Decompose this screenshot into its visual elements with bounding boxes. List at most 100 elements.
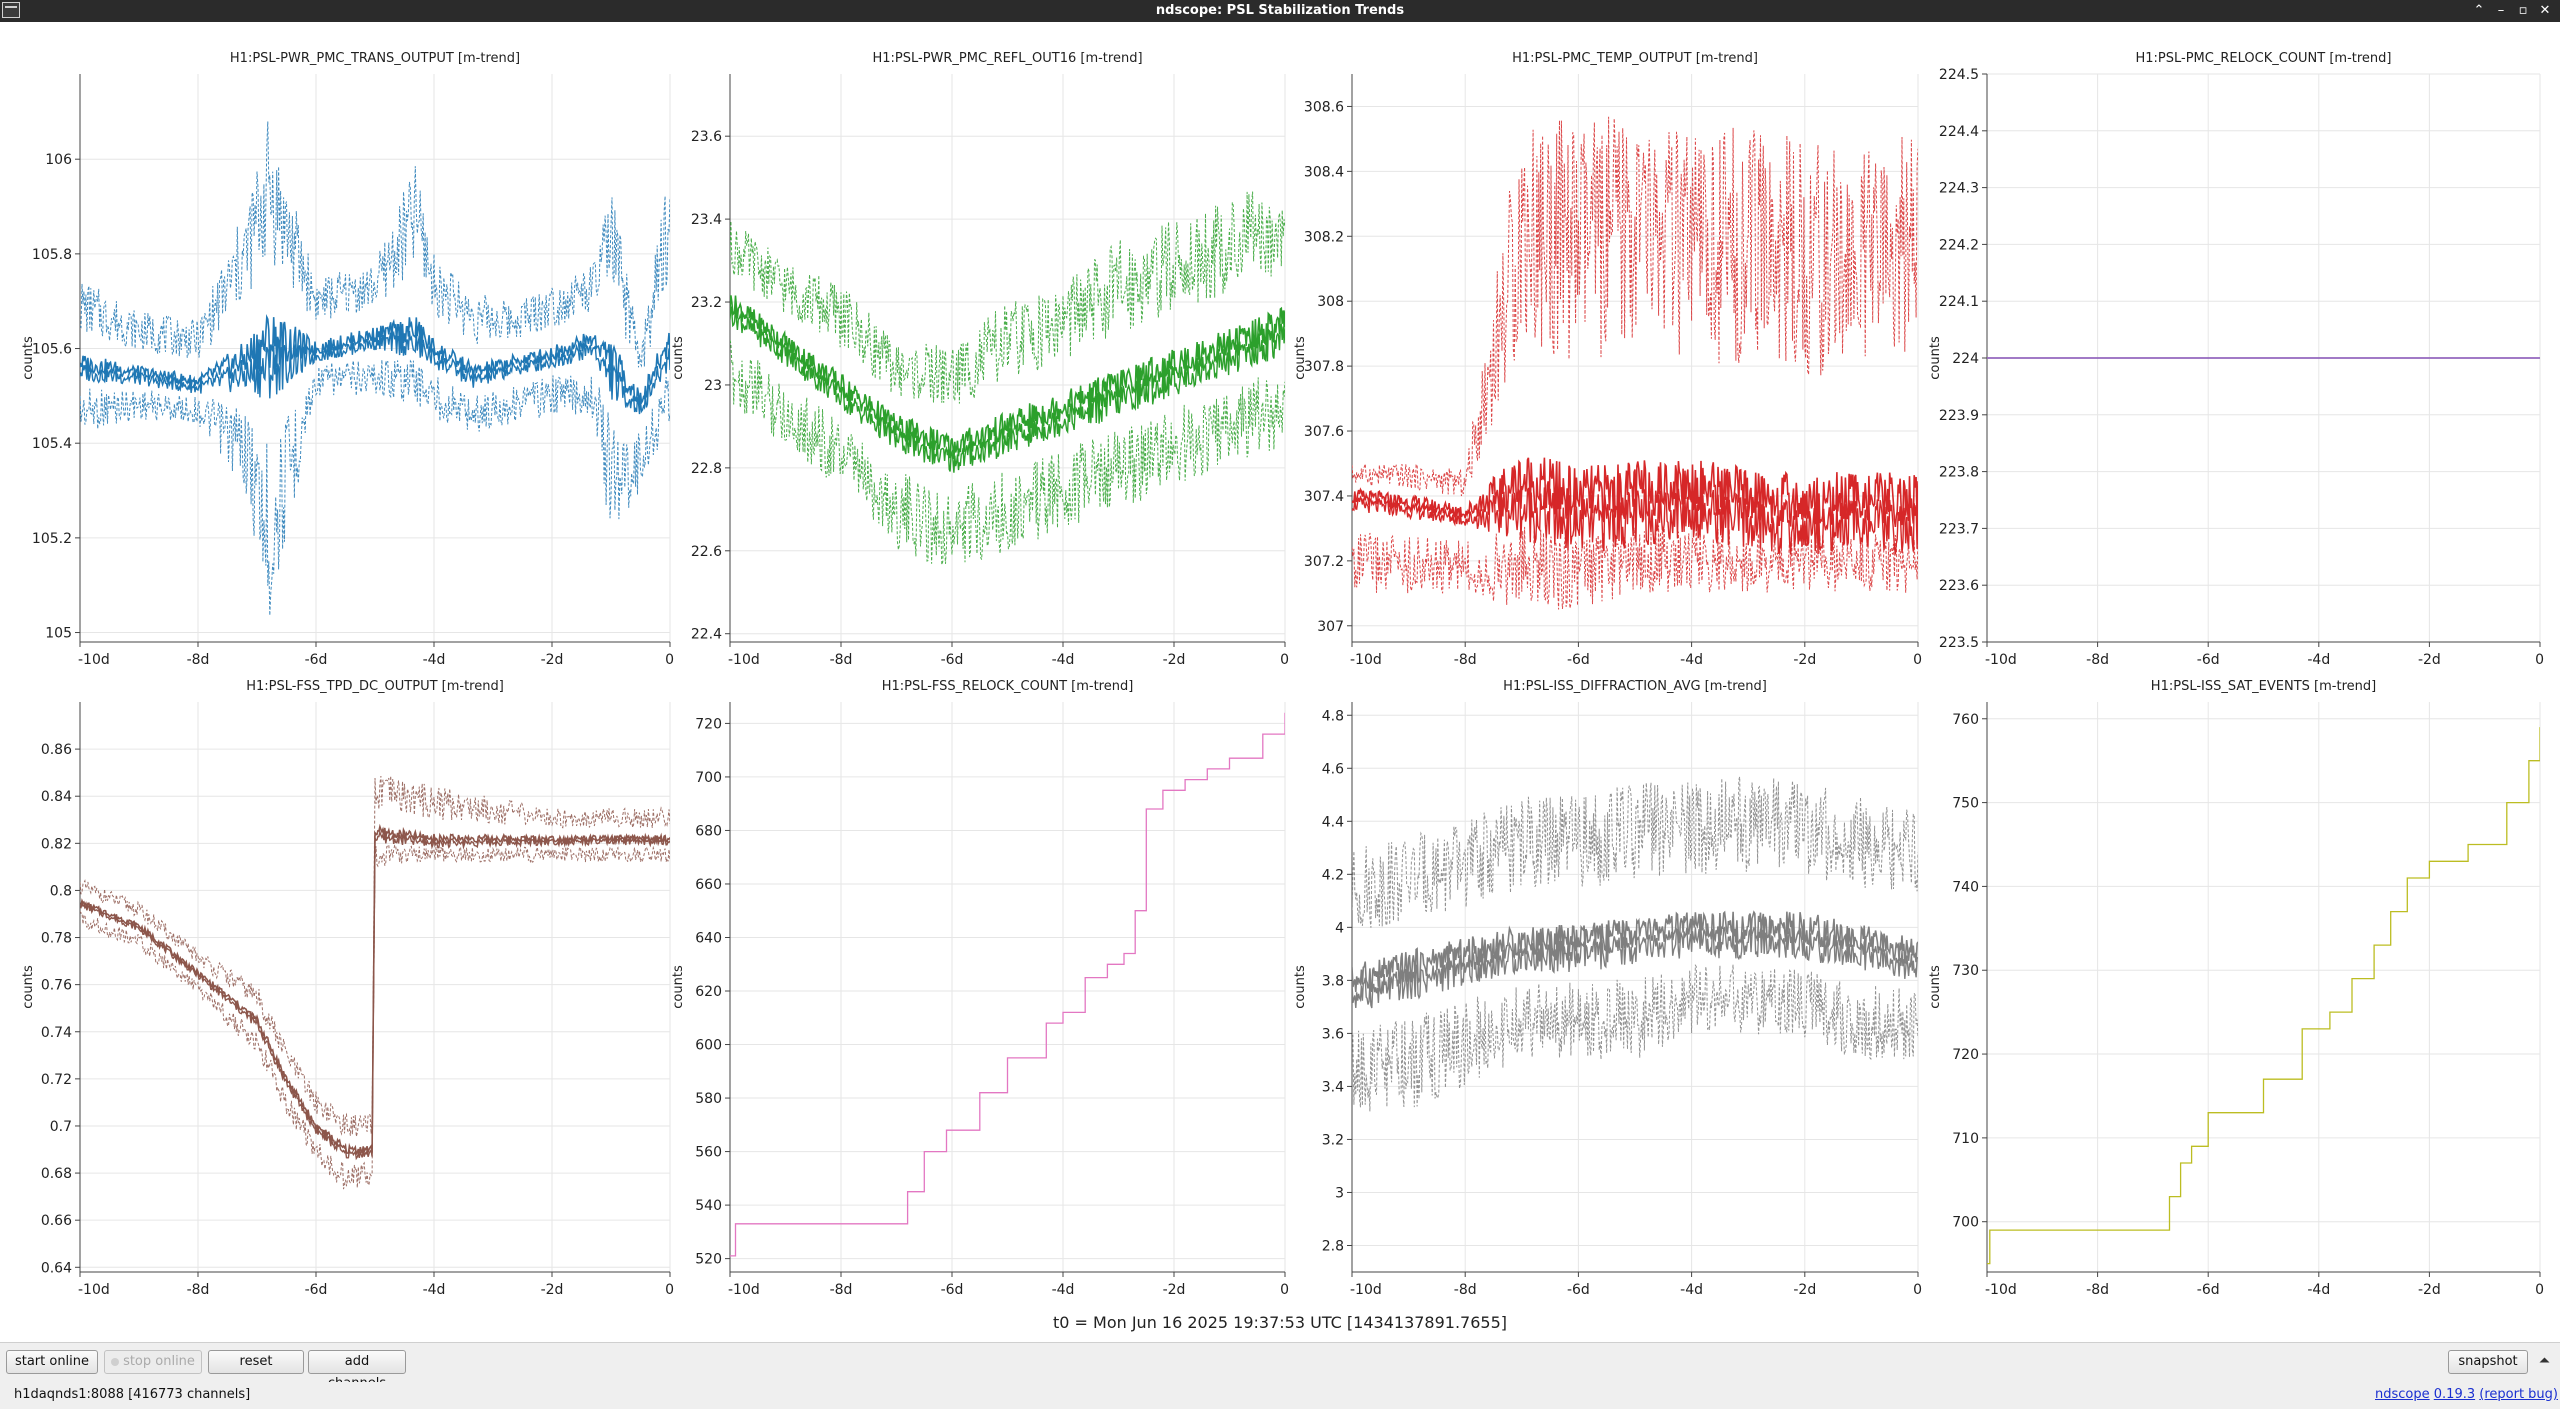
y-tick-label: 520 [695,1252,722,1268]
x-tick-label: -8d [2086,1282,2109,1298]
series-min-line [1352,524,1918,610]
y-tick-label: 105.6 [32,342,72,358]
plot-title: H1:PSL-PWR_PMC_REFL_OUT16 [m-trend] [872,51,1142,66]
y-axis-label: counts [21,965,36,1009]
y-tick-label: 0.72 [41,1072,72,1088]
series-mean-line [80,313,670,406]
y-tick-label: 710 [1952,1131,1979,1147]
x-tick-label: -4d [1680,652,1703,668]
plot-data [730,712,1285,1257]
y-tick-label: 22.6 [691,544,722,560]
x-tick-label: 0 [665,652,674,668]
keep-above-button[interactable]: ⌃ [2473,3,2485,18]
x-tick-label: 0 [1913,1282,1922,1298]
series-min-line [730,339,1285,565]
maximize-button[interactable]: ▫ [2518,3,2528,18]
stop-indicator-icon [111,1357,120,1366]
y-tick-label: 224.4 [1939,124,1979,140]
x-tick-label: -4d [423,652,446,668]
series-step-line [1987,727,2540,1265]
version-link[interactable]: 0.19.3 [2433,1387,2476,1402]
plot-panel-7[interactable]: H1:PSL-ISS_DIFFRACTION_AVG [m-trend] coun… [1293,679,1922,1298]
plot-panel-3[interactable]: H1:PSL-PMC_TEMP_OUTPUT [m-trend]counts30… [1293,51,1922,668]
plot-title: H1:PSL-FSS_TPD_DC_OUTPUT [m-trend] [246,679,504,694]
x-tick-label: -2d [541,1282,564,1298]
plot-data [730,191,1285,565]
plots-canvas[interactable]: H1:PSL-PWR_PMC_TRANS_OUTPUT [m-trend] cou… [0,22,2560,1312]
y-tick-label: 224.5 [1939,67,1979,83]
plot-panel-6[interactable]: H1:PSL-FSS_RELOCK_COUNT [m-trend] counts 5… [671,679,1289,1298]
y-tick-label: 640 [695,930,722,946]
y-tick-label: 307.4 [1304,489,1344,505]
expand-arrow-icon[interactable]: ⏶ [2538,1353,2550,1369]
y-tick-label: 23 [704,378,722,394]
y-tick-label: 224.1 [1939,294,1979,310]
add-channels-button[interactable]: add channels [308,1350,406,1391]
version-info: ndscope 0.19.3 (report bug) [2375,1387,2558,1402]
y-axis-label: counts [671,965,686,1009]
ndscope-link[interactable]: ndscope [2375,1387,2430,1402]
y-tick-label: 23.2 [691,295,722,311]
y-tick-label: 308 [1317,294,1344,310]
plot-panel-2[interactable]: H1:PSL-PWR_PMC_REFL_OUT16 [m-trend] count… [671,51,1289,668]
y-tick-label: 0.7 [50,1119,72,1135]
plot-panel-4[interactable]: H1:PSL-PMC_RELOCK_COUNT [m-trend] counts 2… [1928,51,2544,668]
plot-data [80,775,670,1190]
plot-panel-5[interactable]: H1:PSL-FSS_TPD_DC_OUTPUT [m-trend] counts… [21,679,674,1298]
plot-title: H1:PSL-ISS_SAT_EVENTS [m-trend] [2151,679,2376,694]
series-max-line [1352,116,1918,497]
x-tick-label: -4d [1680,1282,1703,1298]
x-tick-label: -10d [1985,652,2017,668]
y-tick-label: 23.4 [691,212,722,228]
start-online-button[interactable]: start online [6,1350,98,1374]
y-tick-label: 730 [1952,963,1979,979]
y-tick-label: 760 [1952,712,1979,728]
plot-title: H1:PSL-PWR_PMC_TRANS_OUTPUT [m-trend] [230,51,520,66]
x-tick-label: -2d [2418,1282,2441,1298]
x-tick-label: -4d [423,1282,446,1298]
plot-panel-8[interactable]: H1:PSL-ISS_SAT_EVENTS [m-trend] counts 700… [1928,679,2544,1298]
stop-online-label: stop online [123,1354,195,1369]
series-min-line [80,359,670,616]
x-tick-label: -4d [1052,1282,1075,1298]
x-tick-label: 0 [2535,652,2544,668]
y-tick-label: 223.9 [1939,408,1979,424]
x-tick-label: -10d [1350,1282,1382,1298]
y-tick-label: 307.6 [1304,424,1344,440]
y-tick-label: 3.4 [1322,1079,1344,1095]
app-menu-icon[interactable] [2,2,20,18]
close-button[interactable]: ✕ [2539,3,2551,18]
plot-panel-1[interactable]: H1:PSL-PWR_PMC_TRANS_OUTPUT [m-trend] cou… [21,51,674,668]
y-tick-label: 22.8 [691,461,722,477]
reset-button[interactable]: reset [208,1350,304,1374]
series-step-line [730,712,1285,1257]
y-tick-label: 308.6 [1304,99,1344,115]
y-tick-label: 660 [695,877,722,893]
x-tick-label: -8d [830,1282,853,1298]
plot-grid: H1:PSL-PWR_PMC_TRANS_OUTPUT [m-trend] cou… [0,22,2560,1342]
y-tick-label: 3.6 [1322,1026,1344,1042]
y-tick-label: 224.3 [1939,181,1979,197]
series-max-line [1352,776,1918,928]
x-tick-label: -4d [2307,652,2330,668]
y-axis-label: counts [671,336,686,380]
series-max-line [80,121,670,368]
y-tick-label: 105.2 [32,531,72,547]
y-axis-label: counts [21,336,36,380]
y-tick-label: 105.4 [32,436,72,452]
y-tick-label: 0.78 [41,931,72,947]
y-tick-label: 0.74 [41,1025,72,1041]
x-tick-label: -10d [728,652,760,668]
minimize-button[interactable]: – [2497,3,2505,18]
x-tick-label: -10d [1985,1282,2017,1298]
y-tick-label: 540 [695,1198,722,1214]
plot-title: H1:PSL-PMC_TEMP_OUTPUT [m-trend] [1512,51,1758,66]
series-mean-line [1352,457,1918,528]
series-max-line [730,191,1285,404]
report-bug-link[interactable]: (report bug) [2479,1387,2558,1402]
y-tick-label: 720 [695,716,722,732]
y-tick-label: 3 [1335,1185,1344,1201]
y-tick-label: 4.2 [1322,867,1344,883]
snapshot-button[interactable]: snapshot [2448,1350,2528,1374]
x-tick-label: -10d [78,652,110,668]
